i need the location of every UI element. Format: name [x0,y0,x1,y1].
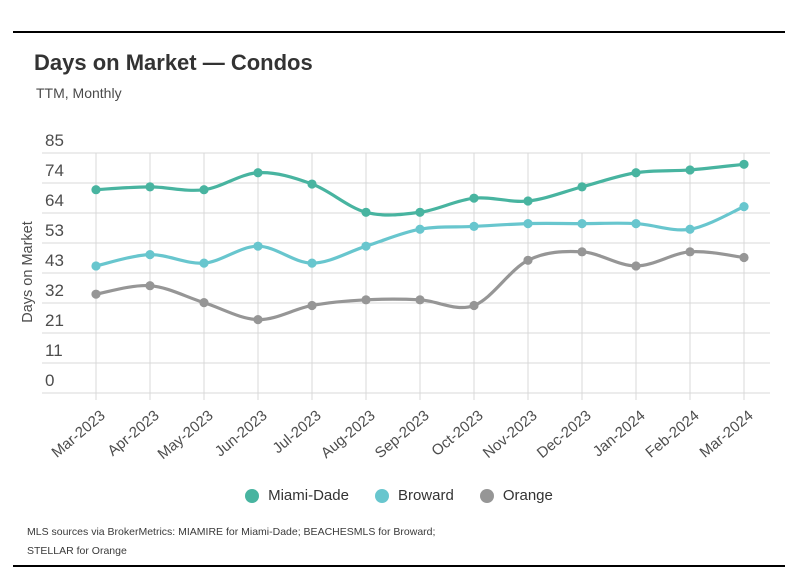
data-point-broward[interactable] [523,218,533,229]
chart-title: Days on Market — Condos [34,50,313,75]
y-axis-title: Days on Market [20,221,36,323]
legend-dot-icon [479,488,494,503]
legend-dot-icon [374,488,389,503]
x-tick-label: Jul-2023 [270,407,325,457]
data-point-broward[interactable] [631,218,641,229]
data-point-miami-dade[interactable] [685,165,695,175]
data-point-broward[interactable] [415,224,425,234]
data-point-broward[interactable] [685,224,695,234]
bottom-border-rule [13,565,785,567]
y-tick-label: 64 [45,191,64,210]
data-point-miami-dade[interactable] [361,207,371,217]
legend-item-miami-dade[interactable]: Miami-Dade [245,487,349,504]
x-tick-label: May-2023 [155,407,217,463]
source-note-line1: MLS sources via BrokerMetrics: MIAMIRE f… [27,526,436,538]
y-tick-label: 43 [45,251,64,270]
y-tick-label: 11 [45,341,63,360]
data-point-miami-dade[interactable] [469,193,479,203]
data-point-orange[interactable] [307,300,317,311]
y-tick-label: 74 [45,161,64,180]
x-tick-label: Mar-2023 [48,407,108,461]
data-point-orange[interactable] [739,252,749,263]
legend-label: Orange [502,487,553,504]
x-tick-label: Mar-2024 [696,407,756,461]
data-point-orange[interactable] [523,255,533,265]
legend-item-orange[interactable]: Orange [479,487,553,504]
data-point-orange[interactable] [361,295,371,305]
data-point-orange[interactable] [577,247,587,257]
data-point-miami-dade[interactable] [199,185,209,195]
y-tick-label: 53 [45,221,64,240]
data-point-miami-dade[interactable] [145,182,155,192]
source-note: MLS sources via BrokerMetrics: MIAMIRE f… [27,523,435,561]
data-point-miami-dade[interactable] [307,179,317,189]
data-point-broward[interactable] [253,241,263,251]
data-point-broward[interactable] [577,218,587,229]
data-point-miami-dade[interactable] [253,168,263,178]
legend-dot-icon [245,488,260,503]
data-point-orange[interactable] [253,314,263,325]
data-point-orange[interactable] [145,281,155,291]
top-border-rule [13,31,785,33]
x-tick-label: Aug-2023 [318,407,379,462]
data-point-broward[interactable] [91,261,101,271]
data-point-orange[interactable] [469,300,479,311]
y-tick-label: 32 [45,281,64,300]
x-tick-label: Jun-2023 [212,407,271,460]
data-point-broward[interactable] [199,258,209,268]
data-point-broward[interactable] [307,258,317,268]
data-point-broward[interactable] [469,221,479,232]
x-tick-label: Dec-2023 [534,407,595,462]
data-point-broward[interactable] [145,250,155,260]
y-tick-label: 21 [45,311,64,330]
x-tick-label: Sep-2023 [372,407,433,462]
data-point-orange[interactable] [631,261,641,271]
data-point-miami-dade[interactable] [523,196,533,206]
y-tick-label: 85 [45,131,64,150]
y-tick-label: 0 [45,371,54,390]
legend-label: Broward [397,487,454,504]
data-point-miami-dade[interactable] [739,159,749,169]
x-tick-label: Jan-2024 [590,407,649,460]
legend-item-broward[interactable]: Broward [374,487,454,504]
data-point-miami-dade[interactable] [91,185,101,195]
data-point-orange[interactable] [91,289,101,299]
legend-label: Miami-Dade [268,487,349,504]
x-tick-label: Oct-2023 [428,407,486,460]
x-tick-label: Nov-2023 [480,407,541,462]
data-point-miami-dade[interactable] [415,207,425,217]
data-point-miami-dade[interactable] [631,168,641,178]
x-tick-label: Apr-2023 [104,407,162,460]
legend: Miami-Dade Broward Orange [0,487,798,504]
chart-subtitle: TTM, Monthly [36,85,122,101]
data-point-orange[interactable] [415,295,425,305]
data-point-orange[interactable] [199,298,209,308]
data-point-broward[interactable] [739,202,749,212]
data-point-orange[interactable] [685,247,695,257]
x-tick-label: Feb-2024 [642,407,702,461]
data-point-broward[interactable] [361,241,371,251]
data-point-miami-dade[interactable] [577,182,587,192]
source-note-line2: STELLAR for Orange [27,545,127,557]
